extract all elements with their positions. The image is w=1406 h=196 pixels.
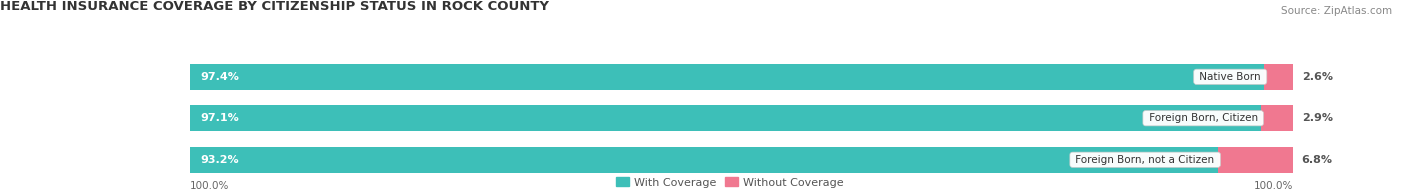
Bar [1264, 64, 1294, 90]
Text: HEALTH INSURANCE COVERAGE BY CITIZENSHIP STATUS IN ROCK COUNTY: HEALTH INSURANCE COVERAGE BY CITIZENSHIP… [0, 0, 548, 13]
Bar [190, 64, 1294, 90]
Text: 97.1%: 97.1% [201, 113, 239, 123]
Bar [190, 147, 1294, 173]
Bar [1261, 105, 1294, 131]
Bar [190, 105, 1261, 131]
Text: 2.6%: 2.6% [1302, 72, 1333, 82]
Legend: With Coverage, Without Coverage: With Coverage, Without Coverage [612, 173, 848, 192]
Text: 93.2%: 93.2% [201, 155, 239, 165]
Text: 2.9%: 2.9% [1302, 113, 1333, 123]
Text: Foreign Born, Citizen: Foreign Born, Citizen [1146, 113, 1261, 123]
Text: 100.0%: 100.0% [190, 181, 229, 191]
Bar [190, 105, 1294, 131]
Bar [1218, 147, 1294, 173]
Bar [190, 147, 1218, 173]
Text: 97.4%: 97.4% [201, 72, 239, 82]
Text: Source: ZipAtlas.com: Source: ZipAtlas.com [1281, 6, 1392, 16]
Text: 6.8%: 6.8% [1302, 155, 1333, 165]
Text: Native Born: Native Born [1197, 72, 1264, 82]
Text: 100.0%: 100.0% [1254, 181, 1294, 191]
Text: Foreign Born, not a Citizen: Foreign Born, not a Citizen [1073, 155, 1218, 165]
Bar [190, 64, 1264, 90]
